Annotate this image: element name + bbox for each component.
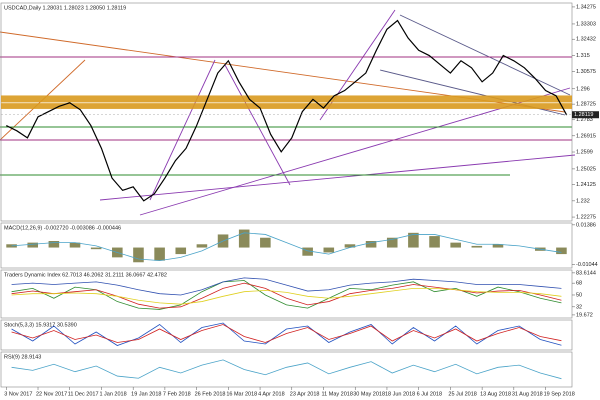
zone <box>1 103 572 109</box>
series-line <box>11 359 562 380</box>
pane-title: Stoch(5,3,3) 15.9317 30.5390 <box>4 322 77 328</box>
x-tick-label: 13 Aug 2018 <box>480 391 511 397</box>
x-tick-label: 7 Feb 2018 <box>163 391 191 397</box>
histogram-bar <box>323 247 335 253</box>
y-tick-label: 83.6144 <box>576 270 596 276</box>
y-tick-label: 1.296 <box>576 86 590 92</box>
price-tag-label: 1.28119 <box>574 112 593 118</box>
y-tick-label: 1.2783 <box>576 117 593 123</box>
price-tag <box>572 111 599 119</box>
x-tick-label: 25 Jul 2018 <box>448 391 476 397</box>
histogram-bar <box>238 229 250 248</box>
pane-title: RSI(9) 28.9143 <box>4 354 41 360</box>
x-tick-label: 23 Apr 2018 <box>290 391 320 397</box>
histogram-bar <box>302 247 313 256</box>
trendline <box>99 154 576 201</box>
y-tick-label: 1.315 <box>576 53 590 59</box>
x-tick-label: 19 Jan 2018 <box>131 391 161 397</box>
trendline <box>399 14 571 96</box>
pane-title: MACD(12,26,9) -0.002720 -0.003086 -0.000… <box>4 225 121 231</box>
histogram-bar <box>471 245 483 248</box>
x-tick-label: 11 May 2018 <box>322 391 353 397</box>
pane-frame <box>0 269 573 319</box>
y-tick-label: 50 <box>576 292 582 298</box>
histogram-bar <box>408 232 419 248</box>
series-line <box>11 280 562 310</box>
trendline <box>149 59 216 201</box>
x-tick-label: 6 Jul 2018 <box>417 391 442 397</box>
x-tick-label: 3 Nov 2017 <box>4 391 32 397</box>
histogram-bar <box>69 242 81 248</box>
pane-frame <box>0 351 573 388</box>
histogram-bar <box>450 242 461 248</box>
x-tick-label: 31 Aug 2018 <box>512 391 543 397</box>
histogram-bar <box>386 237 398 248</box>
histogram-bar <box>344 244 356 248</box>
y-tick-label: 1.232 <box>576 198 590 204</box>
pane-title: USDCAD,Daily 1.28031 1.28023 1.28050 1.2… <box>4 5 126 11</box>
y-tick-label: 1.22275 <box>576 215 596 221</box>
y-tick-label: 1.24125 <box>576 182 596 188</box>
series-line <box>11 322 562 346</box>
trendline <box>139 87 571 216</box>
y-tick-label: 1.33303 <box>576 21 596 27</box>
y-tick-label: 1.34275 <box>576 4 596 10</box>
y-tick-label: 32 <box>576 304 582 310</box>
histogram-bar <box>27 242 39 248</box>
series-line <box>11 324 562 343</box>
histogram-bar <box>365 241 377 248</box>
y-tick-label: 1.30575 <box>576 69 596 75</box>
trendlines <box>0 9 576 216</box>
series-line <box>11 282 562 309</box>
series-line <box>6 19 568 202</box>
y-tick-label: 0.01386 <box>576 222 596 228</box>
y-tick-label: 1.26915 <box>576 133 596 139</box>
y-tick-label: 1.32432 <box>576 37 596 43</box>
y-tick-label: -0.01044 <box>576 262 598 268</box>
x-tick-label: 19 Sep 2018 <box>544 391 575 397</box>
trendline <box>224 64 291 186</box>
histogram-bar <box>154 247 165 261</box>
histogram-bar <box>48 241 60 248</box>
y-tick-label: 68 <box>576 281 582 287</box>
histogram-bar <box>196 244 208 248</box>
histogram-bar <box>260 237 271 248</box>
histogram-bar <box>175 247 187 255</box>
x-tick-label: 16 Mar 2018 <box>226 391 257 397</box>
y-tick-label: 1.28725 <box>576 102 596 108</box>
series-line <box>11 232 562 262</box>
x-tick-label: 26 Feb 2018 <box>195 391 226 397</box>
histogram-bar <box>492 244 504 248</box>
pane-title: Traders Dynamic Index 62.7013 46.2062 31… <box>4 272 167 278</box>
x-tick-label: 11 Dec 2017 <box>68 391 99 397</box>
x-tick-label: 30 May 2018 <box>353 391 385 397</box>
y-tick-label: 19.672 <box>576 312 593 318</box>
x-tick-label: 1 Jan 2018 <box>99 391 126 397</box>
histogram-bar <box>556 247 567 255</box>
histogram-bar <box>429 236 440 248</box>
y-tick-label: 1.2599 <box>576 149 593 155</box>
x-tick-label: 22 Nov 2017 <box>36 391 67 397</box>
zone <box>1 95 572 103</box>
series-line <box>11 277 562 296</box>
pane-frame <box>0 222 573 269</box>
pane-frame <box>0 319 573 351</box>
x-tick-label: 18 Jun 2018 <box>385 391 415 397</box>
series-line <box>11 288 562 305</box>
histogram-bar <box>133 247 144 263</box>
histogram-bar <box>90 247 102 250</box>
x-tick-label: 4 Apr 2018 <box>258 391 285 397</box>
y-tick-label: 1.25025 <box>576 166 596 172</box>
